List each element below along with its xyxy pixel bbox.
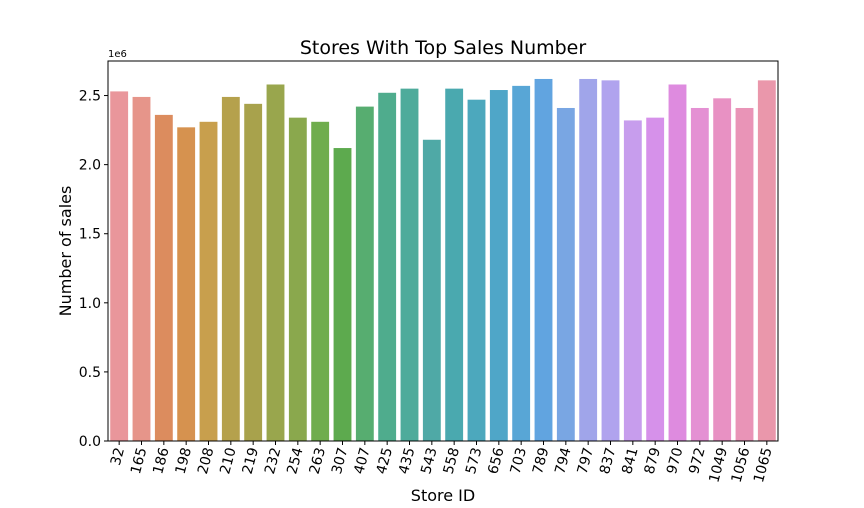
x-tick-label: 307 [329,446,351,476]
bar-263 [311,121,330,442]
x-tick-label: 656 [485,446,507,476]
y-tick-label: 1.5 [79,227,101,243]
bar-543 [422,139,441,441]
x-tick-label: 219 [240,446,262,476]
chart-title: Stores With Top Sales Number [300,37,587,59]
bar-797 [579,78,598,442]
x-tick-label: 208 [195,446,217,476]
x-tick-label: 841 [619,446,641,476]
x-tick-label: 407 [351,446,373,476]
bar-656 [489,90,508,442]
x-tick-label: 558 [441,446,463,476]
bars-group [110,78,776,442]
bar-841 [623,120,642,442]
x-tick-label: 435 [396,446,418,476]
y-axis-scale-label: 1e6 [108,49,127,60]
x-tick-label: 1056 [729,446,754,485]
x-tick-label: 32 [108,446,128,467]
x-tick-label: 972 [686,446,708,476]
x-tick-label: 254 [284,446,306,476]
bar-573 [467,99,486,441]
x-tick-label: 165 [128,446,150,476]
bar-186 [154,114,173,441]
x-tick-label: 879 [642,446,664,476]
x-tick-label: 703 [508,446,530,476]
x-tick-label: 970 [664,446,686,476]
bar-789 [534,78,553,442]
bar-703 [512,85,531,442]
bar-970 [668,84,687,442]
bar-219 [244,103,263,441]
x-tick-label: 573 [463,446,485,476]
x-tick-label: 1065 [751,446,776,485]
y-tick-label: 2.5 [79,89,101,105]
bar-972 [690,107,709,441]
bar-879 [646,117,665,442]
plot-frame [107,60,779,442]
bar-1065 [757,80,776,441]
bar-198 [177,127,196,441]
bar-232 [266,84,285,442]
bar-435 [400,88,419,441]
y-tick-label: 1.0 [79,296,101,312]
y-ticks-group: 0.0 0.5 1.0 1.5 2.0 2.5 [79,89,108,450]
bar-558 [445,88,464,441]
bar-1056 [735,107,754,441]
bar-407 [355,106,374,441]
x-axis-label: Store ID [411,486,475,504]
bar-837 [601,80,620,441]
y-tick-label: 0.5 [79,365,101,381]
x-tick-label: 198 [173,446,195,476]
x-tick-label: 543 [418,446,440,476]
bar-307 [333,148,352,442]
bar-254 [288,117,307,442]
x-tick-label: 789 [530,446,552,476]
x-tick-label: 232 [262,446,284,476]
bar-32 [110,91,129,442]
x-tick-label: 425 [374,446,396,476]
y-tick-label: 0.0 [79,434,101,450]
x-tick-label: 797 [575,446,597,476]
bar-208 [199,121,218,442]
bar-210 [221,96,240,442]
bar-794 [556,107,575,441]
x-tick-label: 794 [552,446,574,476]
x-tick-label: 186 [150,446,172,476]
x-tick-label: 263 [307,446,329,476]
x-ticks-group: 32 165 186 198 208 210 219 232 254 263 307 407 425 43… [108,441,776,484]
x-tick-label: 837 [597,446,619,476]
y-tick-label: 2.0 [79,158,101,174]
bar-425 [378,92,397,441]
bar-1049 [713,98,732,441]
bar-165 [132,96,151,442]
x-tick-label: 1049 [706,446,731,485]
x-tick-label: 210 [217,446,239,476]
y-axis-label: Number of sales [56,186,75,317]
